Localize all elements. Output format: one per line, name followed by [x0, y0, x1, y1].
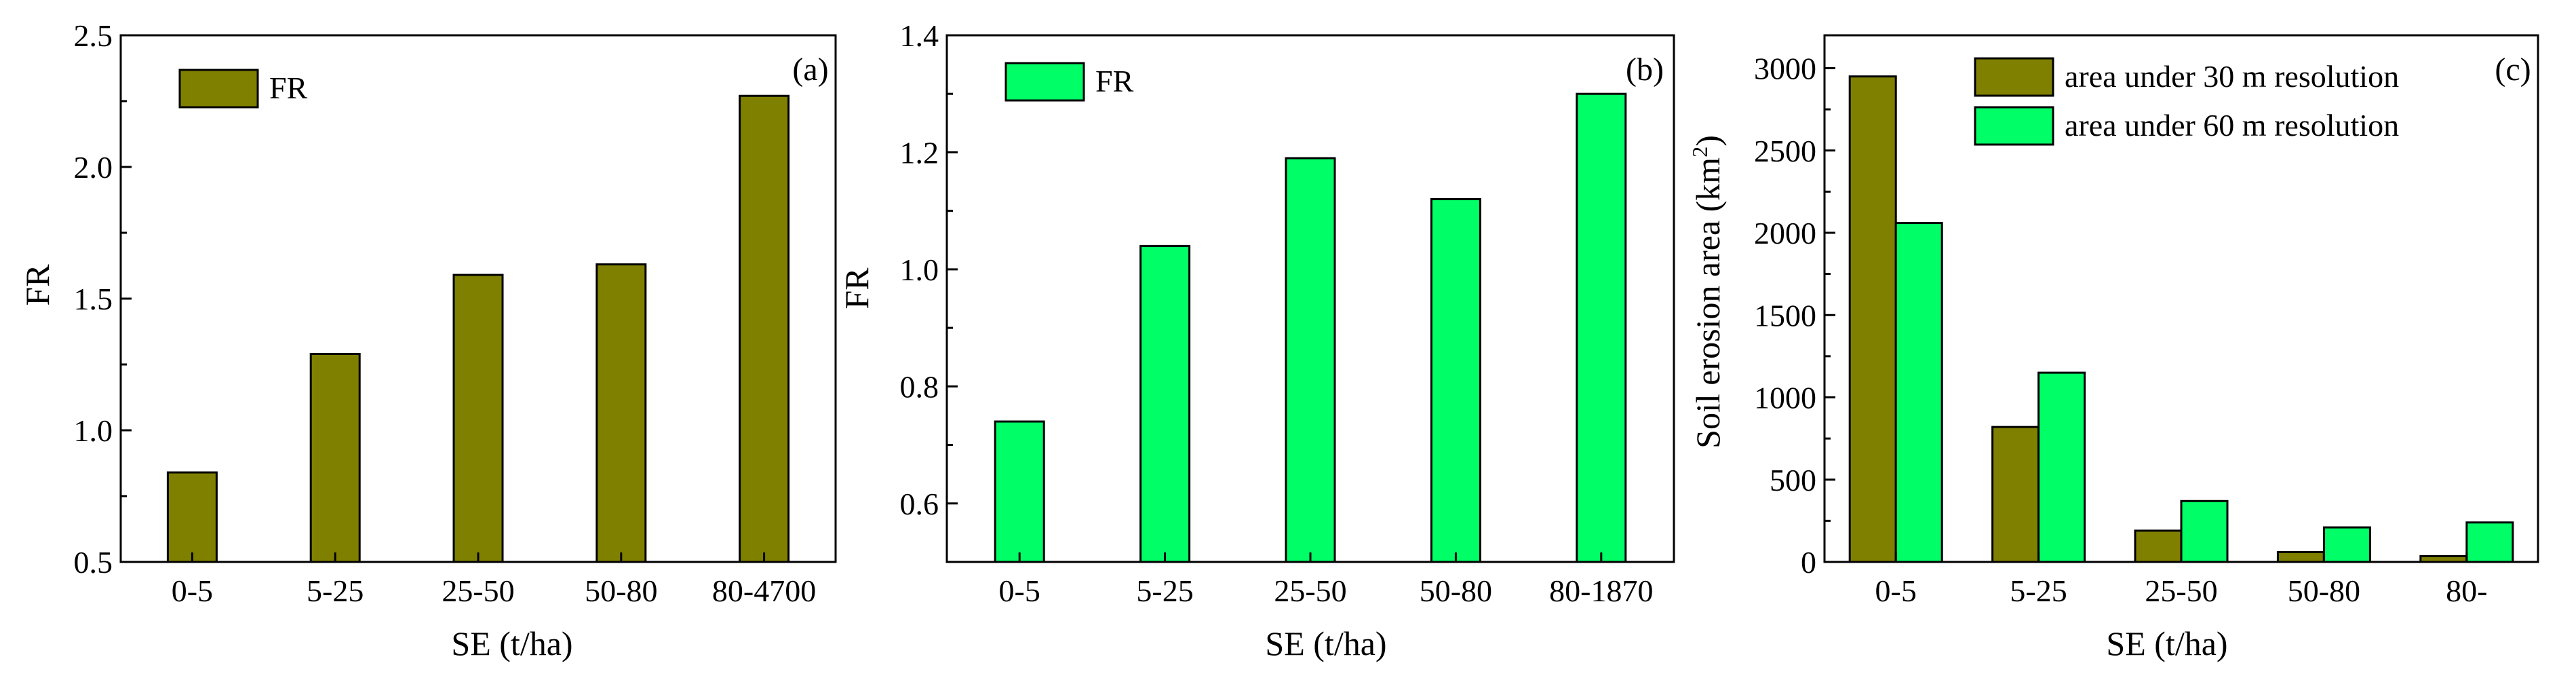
- bar: [309, 352, 361, 563]
- bar: [452, 274, 504, 563]
- legend-label: area under 30 m resolution: [2065, 59, 2399, 94]
- legend-swatch: [1974, 57, 2054, 97]
- y-tick-label: 1.4: [900, 18, 939, 53]
- x-tick-label: 80-4700: [712, 573, 816, 608]
- x-axis-title: SE (t/ha): [451, 624, 572, 662]
- bar: [739, 94, 790, 563]
- y-tick-label: 2.0: [74, 150, 113, 185]
- legend: area under 30 m resolution area under 60 …: [1974, 57, 2399, 146]
- bar: [2276, 550, 2325, 563]
- bar: [1430, 197, 1481, 563]
- y-tick-label: 1000: [1754, 381, 1816, 415]
- bar: [1894, 221, 1943, 563]
- bar-group: [1848, 75, 2514, 563]
- chart-panel-c: Soil erosion area (km2) SE (t/ha) (c) 0-…: [1687, 34, 2539, 662]
- x-tick-label: 0-5: [1875, 573, 1917, 608]
- x-tick-label: 80-1870: [1549, 573, 1653, 608]
- y-tick-label: 1.2: [900, 135, 939, 170]
- x-tick-label: 25-50: [2145, 573, 2217, 608]
- panel-label: (b): [1626, 52, 1664, 88]
- x-tick-label: 50-80: [585, 573, 657, 608]
- x-tick-label: 5-25: [2010, 573, 2067, 608]
- legend-swatch: [178, 69, 259, 109]
- legend-label: FR: [1095, 64, 1134, 98]
- y-tick-label: 0.5: [74, 545, 113, 580]
- y-tick-label: 0.8: [900, 369, 939, 404]
- x-axis-title: SE (t/ha): [2106, 624, 2227, 662]
- y-axis-title-superscript: 2: [1687, 147, 1712, 157]
- x-tick-label: 50-80: [2288, 573, 2360, 608]
- legend-label: FR: [269, 71, 308, 105]
- x-tick-label: 0-5: [999, 573, 1040, 608]
- bar: [2180, 500, 2229, 563]
- bar: [2134, 529, 2183, 563]
- y-tick-label: 1500: [1754, 298, 1816, 333]
- bar: [2465, 521, 2514, 563]
- y-tick-label: 0.6: [900, 487, 939, 521]
- bar-group: [166, 94, 790, 563]
- plot-frame: [119, 34, 837, 563]
- bar: [2037, 371, 2086, 563]
- y-axis-title-close: ): [1689, 135, 1727, 147]
- bar: [994, 420, 1045, 563]
- y-tick-label: 1.0: [74, 413, 113, 448]
- bar: [1285, 157, 1336, 563]
- legend: FR: [178, 69, 308, 109]
- y-tick-label: 3000: [1754, 52, 1816, 86]
- bar: [1139, 244, 1191, 563]
- bar: [1991, 426, 2040, 563]
- bar: [1848, 75, 1897, 563]
- y-tick-label: 1.5: [74, 282, 113, 316]
- chart-panel-b: FR SE (t/ha) (b) 0-5 5-25 25-50 50-80 80-187…: [838, 18, 1675, 662]
- x-tick-label: 25-50: [1274, 573, 1346, 608]
- legend: FR: [1004, 62, 1134, 102]
- x-tick-label: 5-25: [307, 573, 364, 608]
- x-tick-label: 0-5: [172, 573, 213, 608]
- plot-frame: [1823, 34, 2539, 563]
- bar: [166, 471, 218, 563]
- y-tick-label: 1.0: [900, 252, 939, 287]
- panel-label: (c): [2495, 52, 2531, 88]
- y-tick-label: 2500: [1754, 134, 1816, 168]
- bar: [1576, 92, 1627, 563]
- legend-swatch: [1004, 62, 1085, 102]
- x-axis-title: SE (t/ha): [1265, 624, 1386, 662]
- bar-group: [994, 92, 1627, 563]
- x-tick-label: 50-80: [1420, 573, 1492, 608]
- y-tick-label: 2.5: [74, 18, 113, 53]
- y-axis-title-main: Soil erosion area (km: [1689, 157, 1727, 449]
- y-axis-title: FR: [18, 264, 56, 306]
- x-tick-label: 80-: [2446, 573, 2487, 608]
- panel-label: (a): [792, 52, 828, 88]
- plot-frame: [945, 34, 1675, 563]
- y-axis-title: Soil erosion area (km2): [1687, 135, 1727, 449]
- y-tick-label: 500: [1770, 463, 1816, 497]
- x-tick-label: 25-50: [442, 573, 514, 608]
- chart-panel-a: FR SE (t/ha) (a) 0-5 5-25 25-50 50-80 80-470…: [18, 18, 837, 662]
- legend-label: area under 60 m resolution: [2065, 108, 2399, 143]
- x-tick-label: 5-25: [1136, 573, 1193, 608]
- bar: [2322, 526, 2371, 563]
- y-axis-title: FR: [838, 267, 876, 309]
- legend-swatch: [1974, 106, 2054, 146]
- bar: [596, 263, 647, 563]
- y-tick-label: 0: [1801, 545, 1816, 580]
- y-tick-label: 2000: [1754, 216, 1816, 250]
